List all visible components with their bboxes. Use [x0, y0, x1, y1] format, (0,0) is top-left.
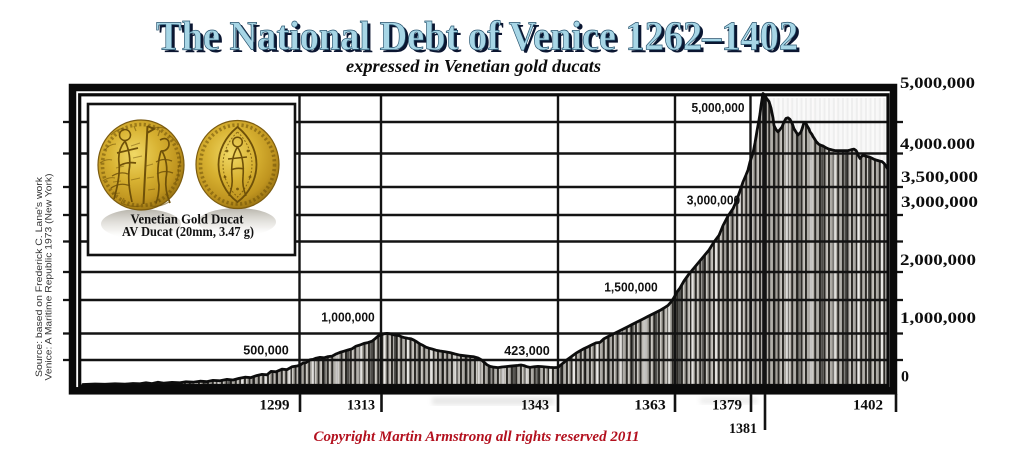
svg-text:Copyright Martin Armstrong all: Copyright Martin Armstrong all rights re…: [314, 429, 640, 445]
svg-text:The National Debt of Venice 12: The National Debt of Venice 1262–1402: [159, 15, 801, 61]
svg-text:Venice: A Maritime Republic 19: Venice: A Maritime Republic 1973 (New Yo…: [44, 173, 54, 380]
svg-text:1343: 1343: [521, 398, 549, 414]
svg-text:5,000,000: 5,000,000: [900, 75, 975, 92]
svg-text:1381: 1381: [729, 421, 757, 437]
svg-text:1299: 1299: [260, 398, 290, 414]
svg-text:expressed in Venetian gold duc: expressed in Venetian gold ducats: [346, 56, 601, 76]
svg-text:1402: 1402: [853, 398, 883, 414]
svg-text:AV Ducat (20mm, 3.47 g): AV Ducat (20mm, 3.47 g): [122, 225, 254, 240]
svg-text:3,500,000: 3,500,000: [901, 169, 978, 186]
svg-text:3,000,000: 3,000,000: [687, 193, 741, 208]
svg-text:1,000,000: 1,000,000: [321, 310, 375, 325]
svg-text:Source: based on Frederick C.: Source: based on Frederick C. Lane's wor…: [34, 176, 44, 377]
svg-text:1363: 1363: [634, 398, 666, 414]
svg-text:Venetian Gold Ducat: Venetian Gold Ducat: [131, 213, 244, 228]
svg-text:1379: 1379: [712, 398, 742, 414]
svg-text:4,000.000: 4,000.000: [900, 136, 975, 153]
svg-text:1,000,000: 1,000,000: [900, 310, 976, 327]
svg-text:500,000: 500,000: [243, 343, 289, 358]
svg-text:423,000: 423,000: [504, 343, 550, 358]
svg-text:2,000,000: 2,000,000: [900, 252, 976, 269]
svg-text:3,000,000: 3,000,000: [901, 194, 978, 211]
svg-text:1,500,000: 1,500,000: [604, 280, 658, 295]
svg-text:0: 0: [901, 369, 909, 386]
svg-text:5,000,000: 5,000,000: [692, 100, 745, 115]
svg-text:1313: 1313: [347, 398, 375, 414]
svg-text:The National Debt of Venice 12: The National Debt of Venice 1262–1402: [156, 13, 798, 59]
